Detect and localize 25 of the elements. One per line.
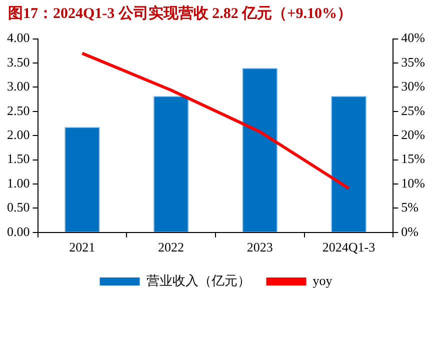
y-tick-label: 3.50 bbox=[7, 54, 30, 70]
y2-tick-label: 15% bbox=[401, 151, 426, 166]
y2-tick-label: 35% bbox=[401, 54, 426, 70]
chart-title: 图17：2024Q1-3 公司实现营收 2.82 亿元（+9.10%） bbox=[8, 4, 352, 23]
y2-tick-label: 0% bbox=[401, 224, 419, 239]
x-tick-label: 2023 bbox=[246, 240, 273, 255]
y2-tick-label: 25% bbox=[401, 102, 426, 118]
y-tick-label: 1.50 bbox=[7, 151, 30, 166]
y-tick-label: 0.50 bbox=[7, 200, 30, 215]
y2-tick-label: 40% bbox=[401, 30, 426, 46]
y2-tick-label: 10% bbox=[401, 175, 426, 190]
y-tick-label: 0.00 bbox=[7, 224, 30, 239]
x-tick-label: 2024Q1-3 bbox=[322, 240, 376, 255]
y-tick-label: 2.50 bbox=[7, 102, 30, 118]
y-tick-label: 2.00 bbox=[7, 127, 30, 142]
legend-label: yoy bbox=[312, 272, 333, 288]
y2-tick-label: 20% bbox=[401, 127, 426, 142]
y2-tick-label: 5% bbox=[401, 200, 419, 215]
x-tick-label: 2021 bbox=[69, 240, 96, 255]
y-tick-label: 4.00 bbox=[7, 30, 30, 46]
y2-tick-label: 30% bbox=[401, 78, 426, 94]
x-tick-label: 2022 bbox=[158, 240, 184, 255]
y-tick-label: 3.00 bbox=[7, 78, 30, 94]
legend-label: 营业收入（亿元） bbox=[146, 272, 250, 288]
y-tick-label: 1.00 bbox=[7, 175, 30, 190]
